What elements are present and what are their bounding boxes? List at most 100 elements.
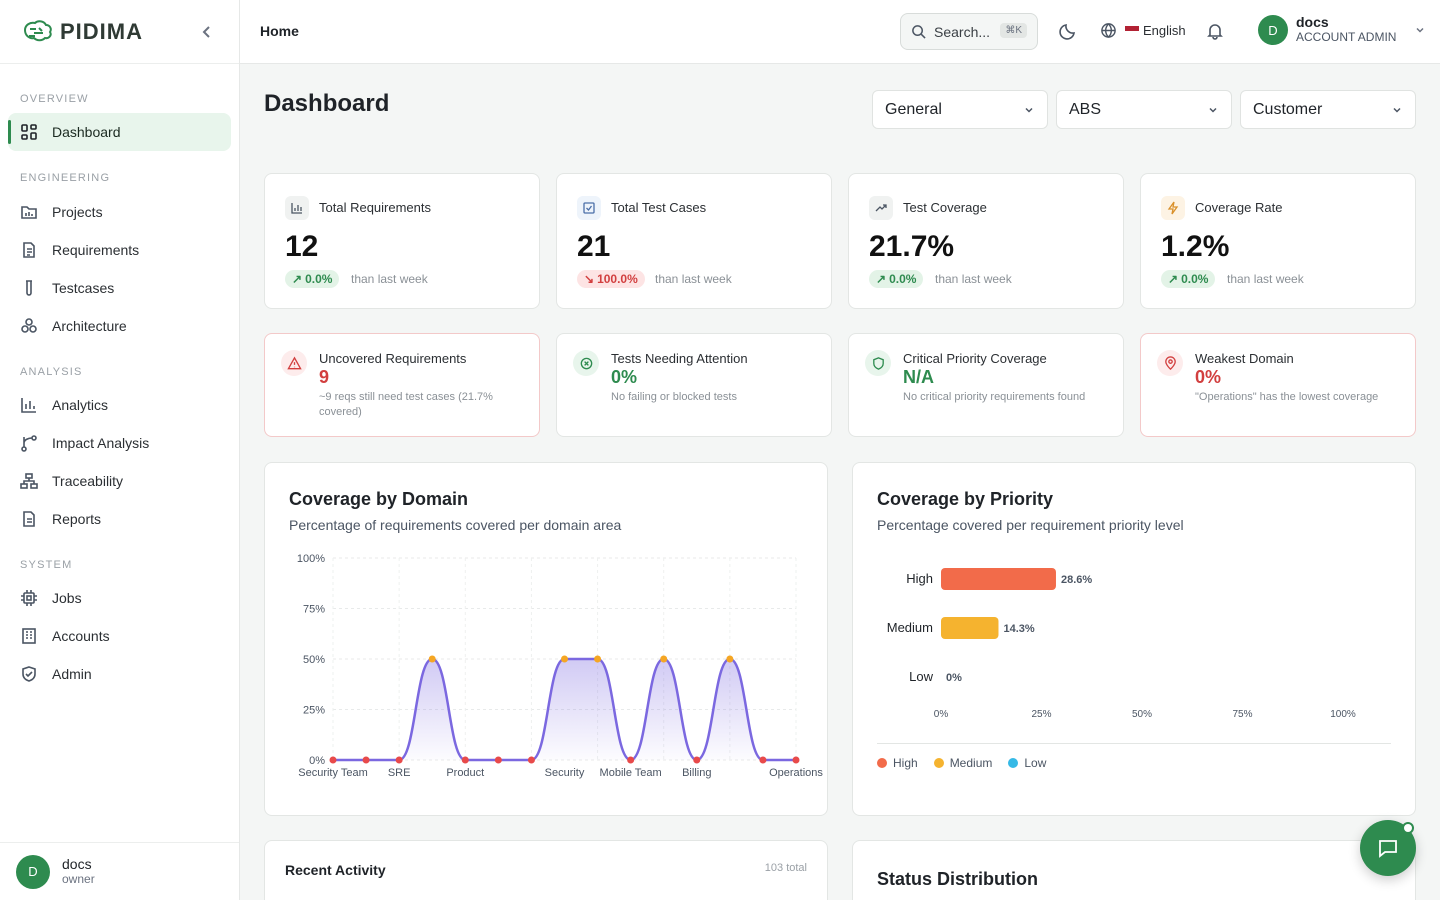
x-tick-label: Mobile Team (600, 767, 662, 779)
sidebar-item-label: Traceability (52, 473, 124, 489)
trend-badge: ↘ 100.0% (577, 270, 645, 288)
stat-label: Test Coverage (903, 200, 987, 215)
components-icon (21, 318, 37, 333)
breadcrumb[interactable]: Home (260, 23, 299, 39)
data-point (594, 655, 602, 663)
filter-select-3[interactable]: Customer (1240, 90, 1416, 129)
y-tick-label: 75% (303, 604, 325, 616)
insight-value: 9 (319, 367, 330, 387)
data-point (494, 756, 502, 764)
sidebar-item-requirements[interactable]: Requirements (8, 231, 231, 269)
us-flag-icon (1125, 25, 1139, 36)
stat-card-total-test-cases[interactable]: Total Test Cases 21 ↘ 100.0% than last we… (556, 173, 832, 309)
sidebar-item-traceability[interactable]: Traceability (8, 462, 231, 500)
x-tick-label: 25% (1031, 709, 1051, 720)
sidebar-item-reports[interactable]: Reports (8, 500, 231, 538)
stat-card-test-coverage[interactable]: Test Coverage 21.7% ↗ 0.0% than last week (848, 173, 1124, 309)
insight-card-uncovered-requirements[interactable]: Uncovered Requirements 9 ~9 reqs still n… (264, 333, 540, 437)
chat-button[interactable] (1360, 820, 1416, 876)
insight-label: Critical Priority Coverage (903, 351, 1047, 366)
insight-description: ~9 reqs still need test cases (21.7% cov… (319, 391, 493, 418)
stat-card-coverage-rate[interactable]: Coverage Rate 1.2% ↗ 0.0% than last week (1140, 173, 1416, 309)
branch-icon (21, 435, 37, 452)
insight-description: No critical priority requirements found (903, 391, 1086, 403)
trend-value: 0.0% (889, 272, 917, 286)
sidebar-item-admin[interactable]: Admin (8, 655, 231, 693)
x-tick-label: 50% (1132, 709, 1152, 720)
trend-up-icon: ↗ (876, 272, 887, 286)
chart-legend: High Medium Low (877, 756, 1046, 770)
chart-subtitle: Percentage of requirements covered per d… (289, 517, 622, 533)
stat-card-total-requirements[interactable]: Total Requirements 12 ↗ 0.0% than last we… (264, 173, 540, 309)
chat-status-dot (1402, 822, 1414, 834)
network-icon (20, 473, 38, 489)
sidebar-item-testcases[interactable]: Testcases (8, 269, 231, 307)
sidebar-item-analytics[interactable]: Analytics (8, 386, 231, 424)
chevron-down-icon (1209, 107, 1217, 113)
x-tick-label: Security Team (298, 767, 368, 779)
y-tick-label: 50% (303, 654, 325, 666)
sidebar-item-projects[interactable]: Projects (8, 193, 231, 231)
chevron-down-icon (1416, 27, 1424, 33)
recent-activity-title: Recent Activity (285, 862, 386, 878)
data-point (395, 756, 403, 764)
select-value: General (885, 100, 942, 118)
sidebar-item-architecture[interactable]: Architecture (8, 307, 231, 345)
data-point (428, 655, 436, 663)
chevron-left-icon[interactable] (197, 22, 217, 42)
sidebar-item-label: Impact Analysis (52, 435, 150, 451)
moon-icon[interactable] (1059, 22, 1077, 40)
stat-value: 21 (577, 230, 611, 263)
search-button[interactable]: Search... ⌘K (900, 13, 1038, 50)
stat-label: Coverage Rate (1195, 200, 1283, 215)
x-circle-icon (573, 350, 599, 376)
data-point (461, 756, 469, 764)
legend-item-medium[interactable]: Medium (933, 756, 992, 770)
filter-select-1[interactable]: General (872, 90, 1048, 129)
stat-value: 1.2% (1161, 230, 1230, 263)
data-point (527, 756, 535, 764)
bar-category-label: High (906, 571, 933, 586)
data-point (660, 655, 668, 663)
main-content: Dashboard General ABS Customer Total Req… (240, 64, 1440, 900)
user-role: ACCOUNT ADMIN (1296, 30, 1397, 44)
x-tick-label: 75% (1232, 709, 1252, 720)
bar-value-label: 14.3% (1003, 623, 1034, 635)
language-selector[interactable]: English (1100, 22, 1186, 39)
page-title: Dashboard (264, 90, 390, 117)
trend-up-icon: ↗ (292, 272, 303, 286)
coverage-by-domain-card: Coverage by Domain Percentage of require… (264, 462, 828, 816)
trend-value: 0.0% (1181, 272, 1209, 286)
insight-card-critical-priority-coverage[interactable]: Critical Priority Coverage N/A No critic… (848, 333, 1124, 437)
sidebar-item-label: Testcases (52, 280, 115, 296)
search-icon (912, 25, 926, 39)
x-tick-label: Security (545, 767, 585, 779)
data-point (759, 756, 767, 764)
insight-card-tests-needing-attention[interactable]: Tests Needing Attention 0% No failing or… (556, 333, 832, 437)
trending-up-icon (869, 196, 893, 220)
stat-subtext: than last week (935, 272, 1012, 286)
sidebar-item-jobs[interactable]: Jobs (8, 579, 231, 617)
trend-value: 0.0% (305, 272, 333, 286)
insight-card-weakest-domain[interactable]: Weakest Domain 0% "Operations" has the l… (1140, 333, 1416, 437)
cpu-icon (21, 590, 37, 606)
shield-icon (865, 350, 891, 376)
sidebar-item-dashboard[interactable]: Dashboard (8, 113, 231, 151)
sidebar-item-impact-analysis[interactable]: Impact Analysis (8, 424, 231, 462)
sidebar-user[interactable]: D docs owner (0, 842, 239, 900)
grid-icon (21, 124, 37, 140)
test-tube-icon (26, 280, 32, 296)
user-menu[interactable]: D docs ACCOUNT ADMIN (1258, 15, 1426, 45)
brand-logo[interactable]: PIDIMA (20, 18, 143, 46)
trend-value: 100.0% (597, 272, 638, 286)
priority-bar (941, 568, 1056, 590)
bell-icon[interactable] (1206, 22, 1224, 40)
sidebar-item-label: Projects (52, 204, 103, 220)
language-label: English (1143, 23, 1186, 38)
avatar: D (16, 854, 50, 889)
legend-item-high[interactable]: High (877, 756, 918, 770)
sidebar-item-accounts[interactable]: Accounts (8, 617, 231, 655)
filter-select-2[interactable]: ABS (1056, 90, 1232, 129)
sidebar-item-label: Analytics (52, 397, 109, 413)
legend-item-low[interactable]: Low (1008, 756, 1046, 770)
